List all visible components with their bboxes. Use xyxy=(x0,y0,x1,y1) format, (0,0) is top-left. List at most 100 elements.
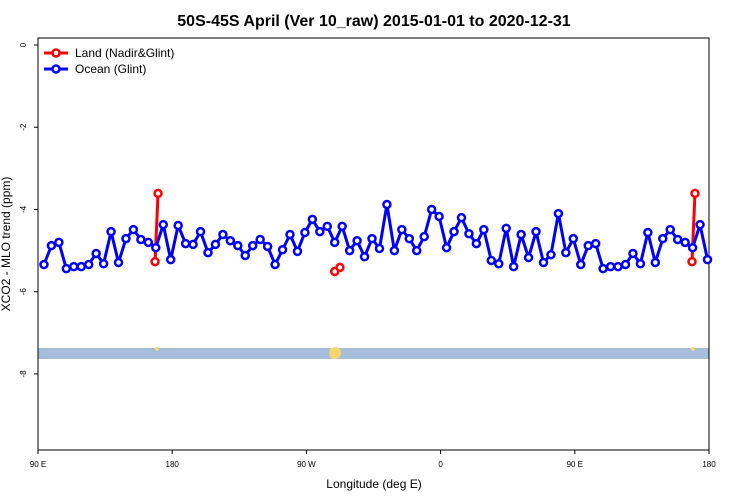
data-point xyxy=(635,258,646,269)
surface-blob xyxy=(155,347,159,351)
data-point xyxy=(173,220,183,231)
data-point xyxy=(240,250,251,261)
data-point xyxy=(277,245,288,255)
data-point xyxy=(307,214,318,225)
data-point xyxy=(165,254,176,265)
data-point xyxy=(329,237,340,248)
data-point xyxy=(367,233,377,244)
data-point xyxy=(106,226,116,237)
data-point xyxy=(61,263,72,274)
data-point xyxy=(255,234,265,245)
y-tick-label: -4 xyxy=(19,205,28,213)
x-tick-label: 90 E xyxy=(567,460,583,469)
y-tick-label: 0 xyxy=(19,42,28,47)
legend-marker xyxy=(51,48,61,58)
data-point xyxy=(494,258,504,269)
data-point xyxy=(335,262,345,273)
data-point xyxy=(471,238,482,249)
data-point xyxy=(69,261,79,272)
data-point xyxy=(464,228,474,239)
data-point xyxy=(456,212,467,223)
data-point xyxy=(322,221,333,232)
data-point xyxy=(486,255,497,266)
data-point xyxy=(531,226,541,237)
data-point xyxy=(203,247,213,258)
data-point xyxy=(523,252,534,263)
data-point xyxy=(553,208,564,219)
data-point xyxy=(665,224,675,235)
data-point xyxy=(143,237,154,248)
data-point xyxy=(516,229,526,240)
data-point xyxy=(344,245,355,256)
data-point xyxy=(690,188,700,199)
data-point xyxy=(195,226,206,237)
data-point xyxy=(39,259,49,270)
data-point xyxy=(411,245,422,256)
data-point xyxy=(247,240,258,251)
surface-strip xyxy=(38,348,709,359)
data-point xyxy=(292,246,303,257)
data-point xyxy=(643,227,653,238)
data-point xyxy=(397,224,407,235)
data-point xyxy=(128,224,139,235)
data-point xyxy=(188,239,198,250)
data-point xyxy=(218,229,228,240)
data-point xyxy=(672,234,683,245)
data-point xyxy=(374,243,385,254)
data-point xyxy=(538,257,549,268)
data-point xyxy=(153,188,163,199)
data-point xyxy=(583,240,593,251)
x-tick-label: 90 W xyxy=(297,460,316,469)
data-point xyxy=(434,211,444,222)
data-point xyxy=(113,257,124,268)
x-tick-label: 0 xyxy=(438,460,443,469)
data-point xyxy=(680,237,690,248)
data-point xyxy=(270,259,280,270)
data-point xyxy=(337,221,347,232)
legend-label: Land (Nadir&Glint) xyxy=(75,46,174,60)
data-point xyxy=(389,245,400,256)
data-point xyxy=(76,261,86,272)
data-point xyxy=(658,233,668,244)
x-axis-label: Longitude (deg E) xyxy=(326,477,421,491)
data-point xyxy=(687,256,697,267)
data-point xyxy=(620,259,631,270)
data-point xyxy=(151,242,161,253)
legend-marker xyxy=(51,64,61,74)
y-tick-label: -2 xyxy=(19,123,28,131)
data-point xyxy=(359,251,370,262)
data-point xyxy=(650,257,661,268)
data-point xyxy=(419,231,429,242)
data-point xyxy=(158,219,169,230)
data-point xyxy=(225,235,236,246)
data-point xyxy=(605,261,616,272)
data-point xyxy=(121,233,131,244)
data-point xyxy=(576,259,586,270)
data-point xyxy=(352,235,362,246)
data-point xyxy=(98,258,109,269)
data-point xyxy=(568,233,579,244)
data-point xyxy=(702,254,713,265)
data-point xyxy=(46,240,57,251)
data-point xyxy=(382,199,392,210)
data-point xyxy=(233,240,243,251)
x-tick-label: 180 xyxy=(166,460,180,469)
data-point xyxy=(613,261,623,272)
data-point xyxy=(695,219,705,230)
data-point xyxy=(479,224,489,235)
data-point xyxy=(210,239,221,250)
x-tick-label: 180 xyxy=(702,460,716,469)
data-point xyxy=(136,234,146,245)
x-tick-label: 90 E xyxy=(30,460,46,469)
data-point xyxy=(598,263,608,274)
surface-blob xyxy=(691,347,695,351)
chart-title: 50S-45S April (Ver 10_raw) 2015-01-01 to… xyxy=(177,13,571,30)
data-point xyxy=(54,237,64,248)
legend-label: Ocean (Glint) xyxy=(75,62,146,76)
data-point xyxy=(83,259,94,270)
data-point xyxy=(449,226,459,237)
data-point xyxy=(150,256,160,267)
data-point xyxy=(300,227,310,238)
data-point xyxy=(546,249,556,260)
